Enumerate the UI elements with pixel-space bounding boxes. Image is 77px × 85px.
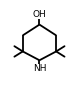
Text: NH: NH: [33, 64, 46, 73]
Text: OH: OH: [33, 10, 46, 19]
